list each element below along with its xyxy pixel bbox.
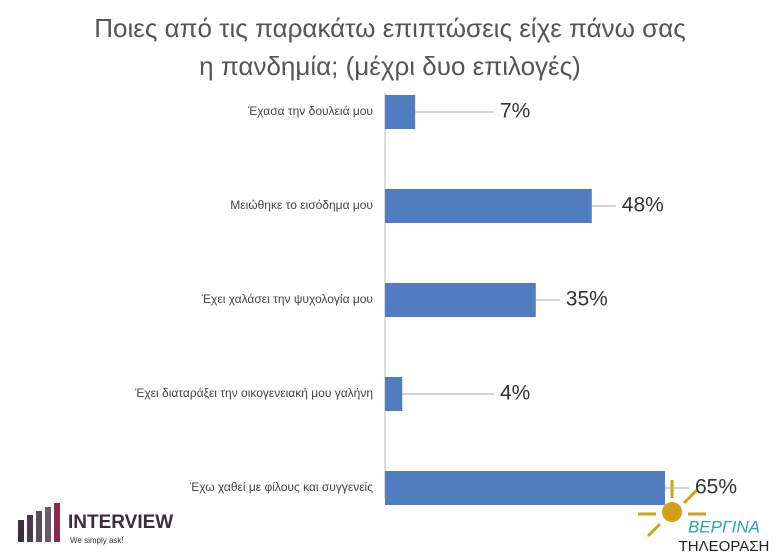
sun: [662, 502, 682, 522]
chart-title: Ποιες από τις παρακάτω επιπτώσεις είχε π…: [94, 13, 686, 43]
value-label: 35%: [566, 288, 608, 311]
value-label: 65%: [695, 476, 737, 499]
logo-name: ΒΕΡΓΙΝΑ: [688, 517, 760, 536]
value-label: 48%: [622, 194, 664, 217]
interview-logo: INTERVIEW We simply ask!: [18, 503, 173, 545]
bar: [385, 95, 416, 129]
logo-slogan: We simply ask!: [70, 536, 124, 545]
category-label: Έχασα την δουλειά μου: [247, 104, 373, 118]
logo-bar: [36, 511, 42, 542]
value-label: 4%: [500, 382, 530, 405]
logo-bar: [54, 503, 60, 542]
logo-name: INTERVIEW: [68, 512, 173, 533]
bar: [385, 377, 403, 411]
logo-bar: [45, 507, 51, 542]
category-label: Έχει χαλάσει την ψυχολογία μου: [201, 292, 373, 306]
logo-bar: [18, 520, 24, 542]
chart-subtitle: η πανδημία; (μέχρι δυο επιλογές): [199, 51, 581, 81]
logo-sub: ΤΗΛΕΟΡΑΣΗ: [679, 538, 770, 555]
logo-bar: [27, 515, 33, 542]
value-label: 7%: [500, 100, 530, 123]
category-label: Έχω χαθεί με φίλους και συγγενείς: [189, 480, 373, 494]
category-label: Έχει διαταράξει την οικογενειακή μου γαλ…: [134, 386, 373, 400]
bar: [385, 189, 592, 223]
bar: [385, 471, 665, 505]
bar: [385, 283, 536, 317]
category-label: Μειώθηκε το εισόδημα μου: [230, 198, 373, 212]
